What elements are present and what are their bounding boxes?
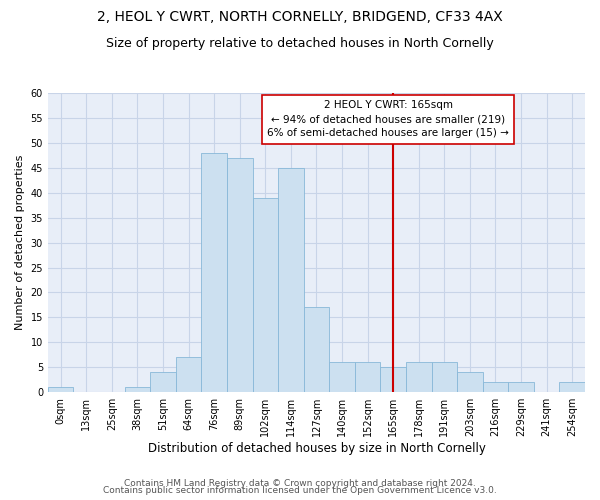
- X-axis label: Distribution of detached houses by size in North Cornelly: Distribution of detached houses by size …: [148, 442, 485, 455]
- Bar: [304, 308, 329, 392]
- Text: 2, HEOL Y CWRT, NORTH CORNELLY, BRIDGEND, CF33 4AX: 2, HEOL Y CWRT, NORTH CORNELLY, BRIDGEND…: [97, 10, 503, 24]
- Bar: [406, 362, 431, 392]
- Bar: [176, 358, 202, 392]
- Bar: [150, 372, 176, 392]
- Bar: [278, 168, 304, 392]
- Bar: [380, 368, 406, 392]
- Y-axis label: Number of detached properties: Number of detached properties: [15, 155, 25, 330]
- Bar: [508, 382, 534, 392]
- Bar: [253, 198, 278, 392]
- Bar: [482, 382, 508, 392]
- Bar: [125, 387, 150, 392]
- Text: Contains HM Land Registry data © Crown copyright and database right 2024.: Contains HM Land Registry data © Crown c…: [124, 478, 476, 488]
- Bar: [431, 362, 457, 392]
- Bar: [355, 362, 380, 392]
- Bar: [227, 158, 253, 392]
- Bar: [202, 153, 227, 392]
- Bar: [559, 382, 585, 392]
- Text: Size of property relative to detached houses in North Cornelly: Size of property relative to detached ho…: [106, 38, 494, 51]
- Text: Contains public sector information licensed under the Open Government Licence v3: Contains public sector information licen…: [103, 486, 497, 495]
- Text: 2 HEOL Y CWRT: 165sqm
← 94% of detached houses are smaller (219)
6% of semi-deta: 2 HEOL Y CWRT: 165sqm ← 94% of detached …: [267, 100, 509, 138]
- Bar: [457, 372, 482, 392]
- Bar: [48, 387, 73, 392]
- Bar: [329, 362, 355, 392]
